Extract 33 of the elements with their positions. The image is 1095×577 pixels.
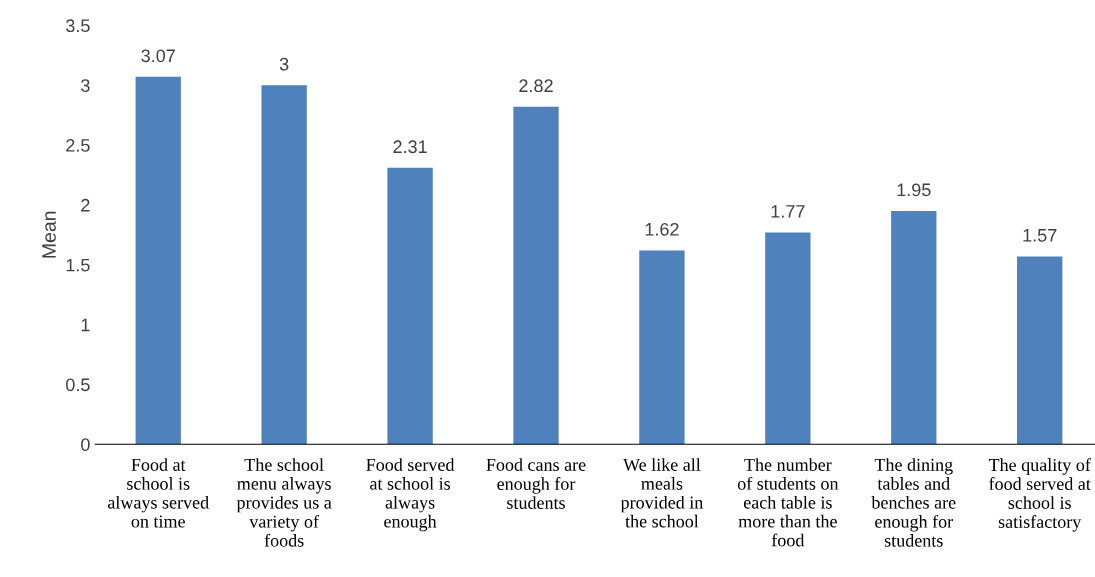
bar (135, 76, 181, 445)
y-tick-label: 0 (81, 438, 90, 452)
x-tick-label: Food cans are enough for students (486, 458, 586, 509)
x-tick-label: Food at school is always served on time (107, 458, 209, 528)
y-tick-label: 3 (81, 79, 90, 92)
bar (891, 210, 937, 445)
bar (387, 167, 433, 445)
x-tick-label: The number of students on each table is more than the food (737, 458, 839, 547)
y-tick-label: 1 (81, 318, 90, 332)
data-label: 3 (279, 57, 289, 71)
bar (1017, 256, 1063, 445)
data-label: 2.31 (393, 140, 427, 154)
x-tick-label: Food served at school is always enough (366, 458, 455, 532)
y-tick-label: 3.5 (66, 19, 90, 33)
data-label: 3.07 (141, 49, 175, 63)
data-label: 1.57 (1023, 229, 1057, 242)
bar (639, 250, 685, 445)
bar (765, 232, 811, 445)
y-axis-title: Mean (42, 211, 56, 258)
x-tick-label: The dining tables and benches are enough for students (871, 458, 956, 547)
y-tick-label: 1.5 (66, 258, 90, 272)
data-label: 1.77 (771, 205, 805, 218)
y-tick-label: 2.5 (66, 139, 90, 152)
bar (513, 106, 559, 445)
bar (261, 85, 307, 445)
y-tick-label: 0.5 (66, 378, 90, 392)
y-tick-label: 2 (81, 198, 90, 212)
data-label: 2.82 (519, 79, 553, 93)
data-label: 1.95 (897, 183, 931, 197)
x-tick-label: The school menu always provides us a variety of foods (236, 458, 332, 547)
x-tick-label: We like all meals provided in the school (620, 458, 704, 528)
data-label: 1.62 (645, 222, 679, 236)
x-tick-label: The quality of food served at school is satisfactory (988, 458, 1091, 532)
